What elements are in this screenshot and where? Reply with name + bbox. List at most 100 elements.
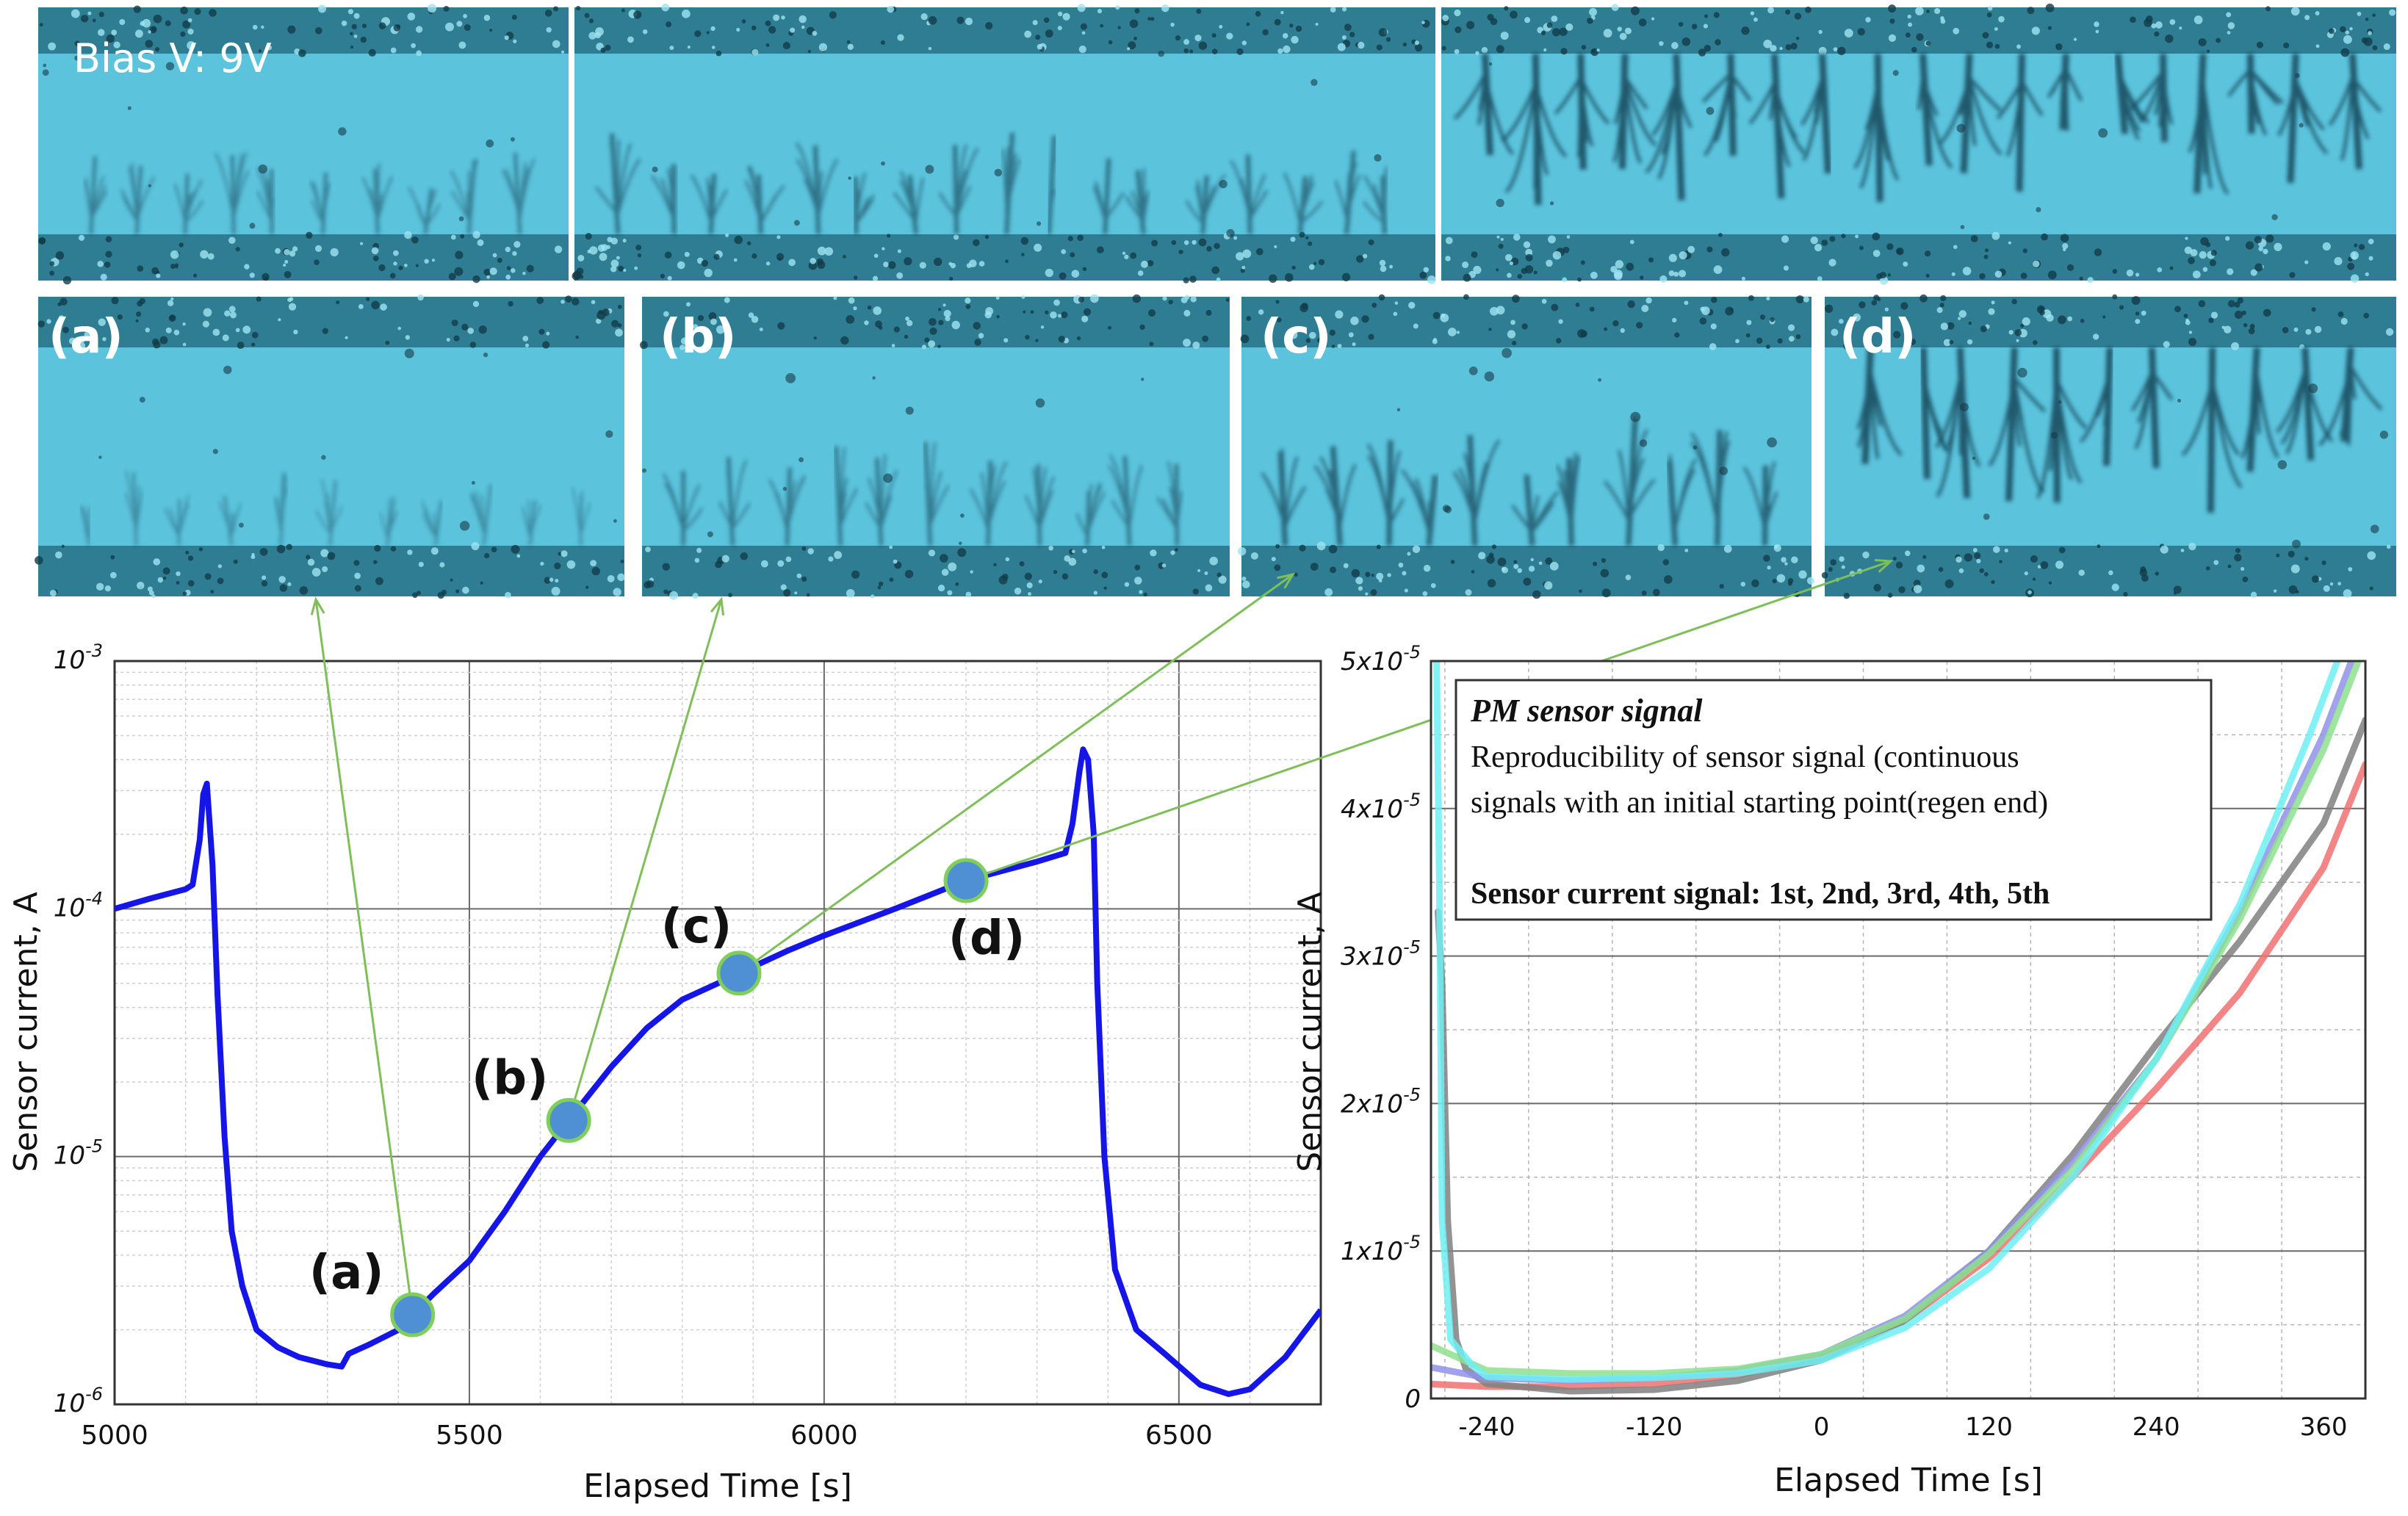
electrode-speckle xyxy=(1672,317,1677,323)
electrode-speckle xyxy=(790,27,796,33)
electrode-speckle xyxy=(182,342,187,347)
electrode-speckle xyxy=(416,50,422,57)
electrode-speckle xyxy=(1756,337,1763,344)
dendrite-branch xyxy=(2202,81,2229,195)
dendrite xyxy=(124,470,144,546)
dendrite xyxy=(2080,347,2113,466)
electrode-speckle xyxy=(1718,233,1723,237)
electrode-speckle xyxy=(1698,48,1706,57)
electrode-speckle xyxy=(1316,337,1322,343)
electrode-speckle xyxy=(817,261,826,270)
electrode-speckle xyxy=(1916,33,1924,41)
electrode-speckle xyxy=(2045,3,2055,12)
electrode-speckle xyxy=(2027,7,2035,15)
micrograph-tile xyxy=(1237,294,1814,599)
electrode-speckle xyxy=(1615,260,1624,269)
dendrite-branch xyxy=(1299,201,1323,224)
electrode-speckle xyxy=(1704,44,1711,52)
particle-speck xyxy=(258,164,267,174)
electrode-speckle xyxy=(1445,237,1453,245)
dendrite xyxy=(853,173,876,235)
electrode-speckle xyxy=(2192,270,2201,279)
electrode-speckle xyxy=(455,250,464,259)
electrode-speckle xyxy=(1908,22,1912,27)
dendrite xyxy=(923,441,950,546)
electrode-speckle xyxy=(1779,46,1783,51)
electrode-speckle xyxy=(2363,312,2369,319)
electrode-speckle xyxy=(565,295,572,303)
dendrite-branch xyxy=(314,510,331,533)
electrode-speckle xyxy=(984,234,989,239)
dendrite-branch xyxy=(124,470,137,532)
electrode-speckle xyxy=(1589,7,1598,16)
dendrite xyxy=(1363,167,1388,235)
electrode-speckle xyxy=(1543,48,1547,52)
electrode-speckle xyxy=(768,26,776,34)
electrode-speckle xyxy=(396,24,400,29)
electrode-speckle xyxy=(928,340,936,348)
electrode-speckle xyxy=(46,319,51,324)
electrode-speckle xyxy=(412,592,418,599)
electrode-speckle xyxy=(715,560,722,568)
electrode-speckle xyxy=(1032,20,1038,26)
electrode-speckle xyxy=(1879,272,1886,279)
dendrite-branch xyxy=(1367,455,1391,525)
electrode-speckle xyxy=(1524,265,1534,274)
electrode-speckle xyxy=(1450,560,1455,564)
dendrite-branch xyxy=(1086,491,1106,535)
electrode-speckle xyxy=(1331,344,1335,348)
electrode-speckle xyxy=(187,28,194,35)
particle-speck xyxy=(2295,73,2300,79)
electrode-speckle xyxy=(605,45,611,51)
particle-speck xyxy=(1956,123,1966,133)
electrode-speckle xyxy=(1258,309,1264,315)
electrode-speckle xyxy=(1580,260,1585,265)
electrode-speckle xyxy=(941,568,949,577)
electrode-speckle xyxy=(953,234,959,240)
particle-speck xyxy=(1706,107,1715,115)
electrode-speckle xyxy=(2163,341,2170,348)
particle-speck xyxy=(994,168,1002,177)
electrode-speckle xyxy=(511,14,517,21)
electrode-speckle xyxy=(1349,32,1355,37)
right-x-tick-label: 0 xyxy=(1814,1412,1830,1442)
electrode-speckle xyxy=(1402,42,1407,47)
dendrite-branch xyxy=(1128,465,1143,528)
electrode-speckle xyxy=(1379,259,1386,267)
right-x-tick-label: 240 xyxy=(2133,1412,2180,1442)
electrode-speckle xyxy=(292,246,298,252)
electrode-speckle xyxy=(1045,310,1049,315)
dendrite-branch xyxy=(616,158,641,214)
electrode-speckle xyxy=(1825,304,1834,314)
electrode-speckle xyxy=(1255,248,1264,256)
electrode-speckle xyxy=(1949,340,1954,344)
particle-speck xyxy=(1141,378,1144,381)
electrode-speckle xyxy=(1432,339,1438,344)
electrode-speckle xyxy=(353,12,360,19)
electrode-speckle xyxy=(431,259,436,262)
electrode-speckle xyxy=(1496,306,1505,315)
electrode-speckle xyxy=(1408,301,1416,309)
electrode-band-top xyxy=(38,7,569,54)
electrode-speckle xyxy=(920,12,928,21)
electrode-speckle xyxy=(546,26,552,33)
electrode-speckle xyxy=(1926,10,1930,13)
electrode-speckle xyxy=(2389,9,2396,16)
annotation-title: PM sensor signal xyxy=(1470,693,1703,729)
electrode-speckle xyxy=(407,12,416,21)
electrode-speckle xyxy=(765,261,771,266)
dendrite-branch xyxy=(135,176,156,221)
electrode-speckle xyxy=(1134,564,1141,571)
electrode-speckle xyxy=(2265,6,2271,12)
dendrite-branch xyxy=(580,502,591,536)
electrode-speckle xyxy=(105,236,112,242)
electrode-speckle xyxy=(1133,36,1137,40)
electrode-speckle xyxy=(2363,37,2373,46)
electrode-speckle xyxy=(350,46,354,49)
electrode-speckle xyxy=(721,555,729,563)
particle-speck xyxy=(483,352,489,358)
right-x-tick-label: -120 xyxy=(1626,1412,1682,1442)
electrode-speckle xyxy=(2062,242,2069,250)
electrode-speckle xyxy=(48,42,57,51)
dendrite xyxy=(2328,53,2382,170)
